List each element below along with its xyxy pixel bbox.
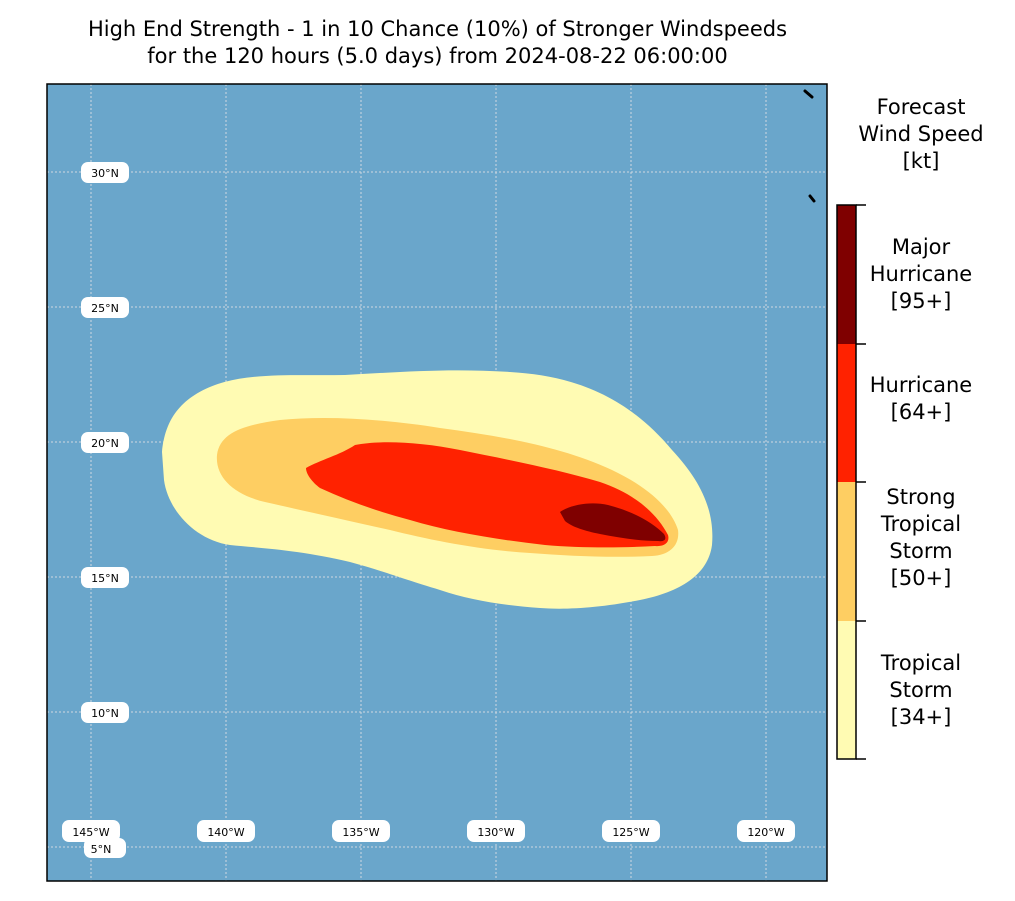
colorbar-label-tropical-storm: Tropical Storm [34+]: [880, 651, 962, 729]
colorbar-title-line: Forecast: [876, 95, 966, 119]
land-islet: [808, 194, 816, 203]
colorbar-title-line: Wind Speed: [858, 122, 984, 146]
major-hurricane-swath: [560, 503, 666, 542]
lat-label: 15°N: [91, 572, 119, 585]
lon-label: 120°W: [747, 826, 784, 839]
map-frame: [46, 83, 828, 882]
colorbar-tropical-storm: [837, 621, 856, 759]
colorbar-major-hurricane: [837, 205, 856, 344]
longitude-labels: 145°W 140°W 135°W 130°W 125°W 120°W 5°N: [62, 820, 795, 858]
colorbar-strong-tropical-storm: [837, 482, 856, 621]
figure-title: High End Strength - 1 in 10 Chance (10%)…: [0, 16, 875, 70]
latitude-labels: 30°N 25°N 20°N 15°N 10°N: [81, 162, 129, 723]
lon-label: 125°W: [612, 826, 649, 839]
land-islet: [803, 89, 814, 99]
lon-label: 140°W: [207, 826, 244, 839]
colorbar-title: Forecast Wind Speed [kt]: [836, 94, 1006, 175]
colorbar: [836, 204, 866, 760]
lat-label: 10°N: [91, 707, 119, 720]
lon-label: 135°W: [342, 826, 379, 839]
colorbar-label-major-hurricane: Major Hurricane [95+]: [869, 235, 973, 313]
lat-label: 5°N: [91, 843, 112, 856]
colorbar-hurricane: [837, 344, 856, 482]
lon-label: 130°W: [477, 826, 514, 839]
lat-label: 20°N: [91, 437, 119, 450]
title-line-2: for the 120 hours (5.0 days) from 2024-0…: [147, 44, 728, 68]
lat-label: 30°N: [91, 167, 119, 180]
colorbar-label-strong-tropical-storm: Strong Tropical Storm [50+]: [880, 485, 962, 590]
lat-label: 25°N: [91, 302, 119, 315]
colorbar-label-hurricane: Hurricane [64+]: [869, 373, 973, 424]
title-line-1: High End Strength - 1 in 10 Chance (10%)…: [87, 17, 788, 41]
graticule: [47, 84, 827, 881]
colorbar-title-line: [kt]: [902, 149, 940, 173]
lon-label: 145°W: [72, 826, 109, 839]
